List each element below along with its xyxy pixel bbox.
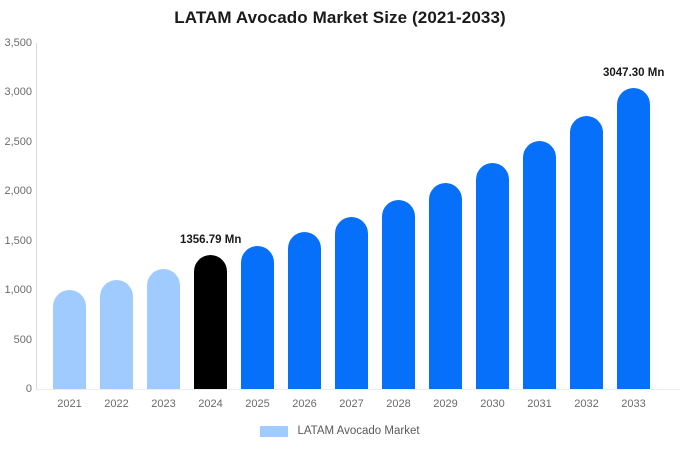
x-axis-tick-label: 2023 — [151, 398, 176, 410]
x-axis-tick-label: 2022 — [104, 398, 129, 410]
y-axis-tick-label: 2,000 — [4, 185, 32, 198]
bar-slot — [563, 43, 610, 389]
x-axis-tick-label: 2031 — [527, 398, 552, 410]
data-label-2033: 3047.30 Mn — [603, 66, 665, 79]
bar-series — [36, 38, 680, 394]
bar-2032[interactable] — [570, 116, 603, 389]
x-axis-tick-label: 2028 — [386, 398, 411, 410]
bar-slot — [422, 43, 469, 389]
bar-2022[interactable] — [100, 280, 133, 389]
legend-item-label: LATAM Avocado Market — [297, 425, 420, 437]
bar-2027[interactable] — [335, 217, 368, 389]
bar-slot — [610, 43, 657, 389]
x-axis-tick-label: 2021 — [57, 398, 82, 410]
x-axis-tick-label: 2024 — [198, 398, 223, 410]
bar-slot — [140, 43, 187, 389]
legend-item-latam-avocado-market[interactable]: LATAM Avocado Market — [260, 425, 420, 437]
data-label-2024: 1356.79 Mn — [180, 233, 242, 246]
x-axis-tick-label: 2030 — [480, 398, 505, 410]
bar-2023[interactable] — [147, 268, 180, 389]
bar-slot — [46, 43, 93, 389]
bar-2029[interactable] — [429, 182, 462, 389]
x-axis-tick-label: 2025 — [245, 398, 270, 410]
x-axis-tick-label: 2029 — [433, 398, 458, 410]
bar-2028[interactable] — [382, 199, 415, 389]
bar-2026[interactable] — [288, 231, 321, 389]
bar-slot — [516, 43, 563, 389]
y-axis-tick-label: 3,000 — [4, 86, 32, 99]
chart-title: LATAM Avocado Market Size (2021-2033) — [174, 8, 506, 27]
bar-2033[interactable] — [617, 87, 650, 389]
y-axis-line — [36, 43, 37, 389]
bar-slot — [234, 43, 281, 389]
y-axis-tick-label: 1,000 — [4, 284, 32, 297]
x-axis-tick-label: 2033 — [621, 398, 646, 410]
y-axis: 0 500 1,000 1,500 2,000 2,500 3,000 3,500 — [0, 37, 32, 395]
x-axis-tick-label: 2026 — [292, 398, 317, 410]
x-axis-tick-label: 2032 — [574, 398, 599, 410]
bar-2025[interactable] — [241, 246, 274, 389]
x-axis-tick-label: 2027 — [339, 398, 364, 410]
y-axis-tick-label: 1,500 — [4, 234, 32, 247]
y-axis-tick-label: 500 — [13, 333, 32, 346]
x-axis: 2021 2022 2023 2024 2025 2026 2027 2028 2029 2030… — [36, 398, 680, 416]
bar-slot — [469, 43, 516, 389]
bar-slot — [93, 43, 140, 389]
bar-2031[interactable] — [523, 140, 556, 389]
plot-area: 1356.79 Mn 3047.30 Mn — [36, 38, 680, 394]
y-axis-tick-label: 3,500 — [4, 37, 32, 49]
bar-slot — [187, 43, 234, 389]
y-axis-tick-label: 2,500 — [4, 135, 32, 148]
x-axis-line — [36, 389, 680, 390]
y-axis-tick-label: 0 — [25, 383, 32, 395]
bar-2024[interactable] — [194, 254, 227, 389]
bar-slot — [328, 43, 375, 389]
legend-swatch-icon — [260, 425, 289, 437]
bar-2030[interactable] — [476, 162, 509, 389]
bar-slot — [375, 43, 422, 389]
chart-legend: LATAM Avocado Market — [0, 425, 680, 437]
bar-slot — [281, 43, 328, 389]
bar-2021[interactable] — [53, 290, 86, 389]
